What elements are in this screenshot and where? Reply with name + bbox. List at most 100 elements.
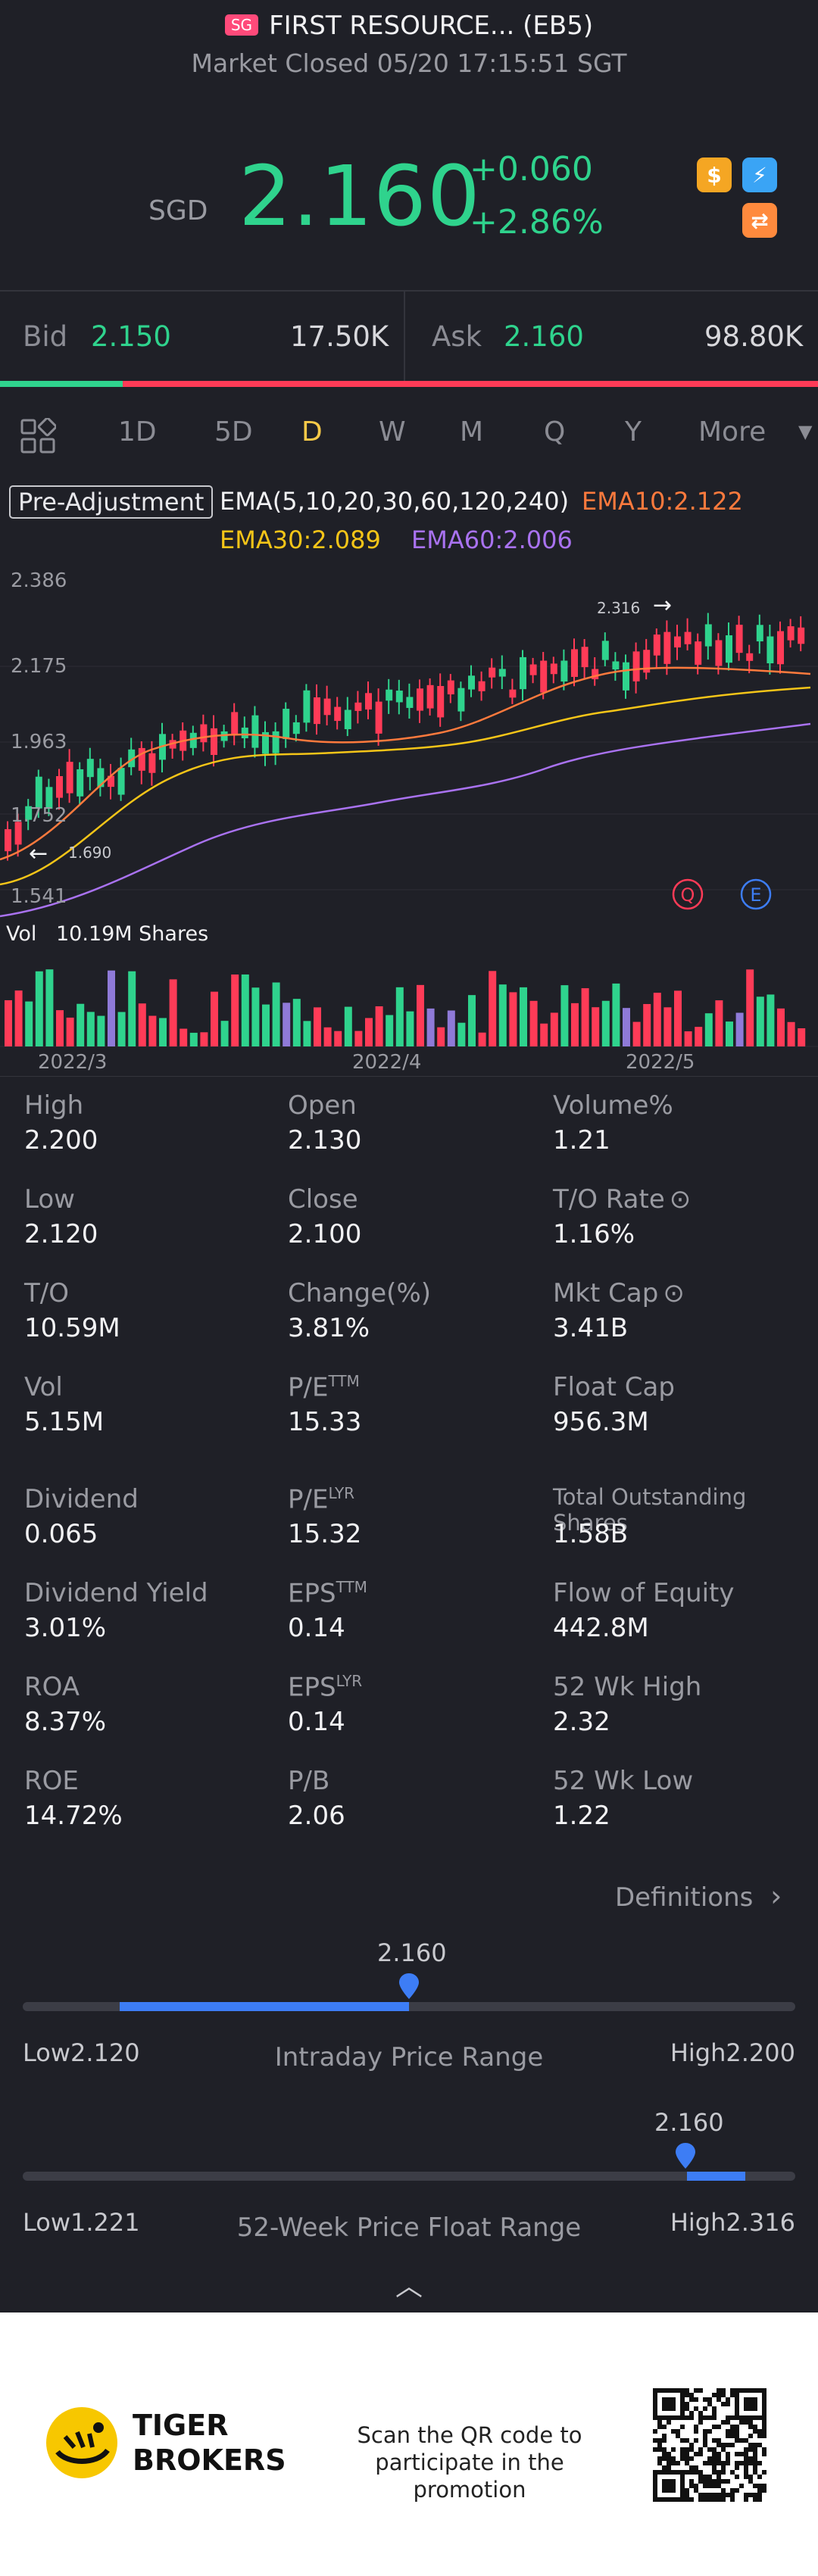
candle-body bbox=[766, 636, 774, 663]
stat-value: 956.3M bbox=[553, 1407, 649, 1437]
volume-bar bbox=[509, 992, 517, 1046]
candle-body bbox=[798, 627, 805, 644]
candle-body bbox=[395, 691, 403, 703]
info-icon[interactable]: ⊙ bbox=[669, 1184, 692, 1215]
volume-bar bbox=[128, 971, 136, 1046]
stat-label: T/O bbox=[24, 1278, 69, 1308]
stat-value: 442.8M bbox=[553, 1613, 649, 1643]
volume-bar bbox=[478, 1032, 486, 1046]
svg-text:E: E bbox=[750, 884, 761, 906]
candle-body bbox=[540, 660, 548, 693]
volume-bar bbox=[715, 1000, 723, 1046]
volume-bar bbox=[272, 982, 280, 1046]
volume-bar bbox=[45, 969, 54, 1046]
volume-bar bbox=[66, 1017, 74, 1046]
stock-title: SG FIRST RESOURCE... (EB5) bbox=[0, 11, 818, 41]
tab-5d[interactable]: 5D bbox=[214, 416, 253, 448]
volume-bar bbox=[76, 1003, 85, 1046]
candle-body bbox=[262, 731, 269, 754]
volume-bar bbox=[674, 990, 682, 1046]
candle-body bbox=[117, 768, 125, 795]
volume-bar bbox=[426, 1008, 435, 1046]
volume-bar bbox=[447, 1010, 455, 1046]
price-change-percent: +2.86% bbox=[470, 203, 604, 242]
volume-label: Vol bbox=[6, 922, 36, 946]
stat-label: Volume% bbox=[553, 1090, 673, 1121]
chart-layout-icon[interactable] bbox=[20, 418, 56, 454]
definitions-link[interactable]: Definitions › bbox=[615, 1879, 782, 1913]
stat-label: High bbox=[24, 1090, 84, 1121]
tab-d[interactable]: D bbox=[301, 416, 323, 448]
candle-body bbox=[200, 724, 208, 743]
candle-body bbox=[520, 656, 526, 690]
volume-bar bbox=[292, 999, 301, 1046]
stat-label: P/ELYR bbox=[288, 1484, 355, 1515]
x-tick-label: 2022/3 bbox=[38, 1051, 107, 1074]
divider bbox=[0, 1076, 818, 1077]
week52-range-title: 52-Week Price Float Range bbox=[236, 2213, 582, 2243]
bid-ask-bar: Bid 2.150 17.50K Ask 2.160 98.80K bbox=[0, 292, 818, 382]
qr-code-icon[interactable] bbox=[653, 2388, 766, 2502]
exchange-badge: SG bbox=[224, 14, 259, 36]
volume-bar bbox=[375, 1006, 383, 1046]
tab-y[interactable]: Y bbox=[625, 416, 642, 448]
ask-price: 2.160 bbox=[504, 320, 584, 353]
volume-bar bbox=[303, 1021, 311, 1046]
volume-bar bbox=[704, 1013, 713, 1046]
candle-body bbox=[468, 675, 475, 690]
candle-body bbox=[386, 689, 393, 701]
volume-bar bbox=[581, 988, 589, 1046]
volume-bar bbox=[623, 1008, 630, 1046]
candle-body bbox=[509, 689, 517, 698]
tab-m[interactable]: M bbox=[460, 416, 484, 448]
volume-bar bbox=[498, 984, 507, 1046]
tab-w[interactable]: W bbox=[379, 416, 406, 448]
candle-body bbox=[756, 625, 763, 642]
stat-label: EPSLYR bbox=[288, 1672, 363, 1703]
volume-bar bbox=[231, 974, 239, 1046]
candle-body bbox=[498, 669, 506, 677]
candle-body bbox=[571, 649, 578, 677]
y-tick-label: 2.175 bbox=[11, 655, 67, 678]
tab-1d[interactable]: 1D bbox=[118, 416, 157, 448]
chevron-down-icon[interactable]: ▼ bbox=[798, 421, 813, 442]
ask-label: Ask bbox=[432, 320, 482, 353]
tab-q[interactable]: Q bbox=[544, 416, 566, 448]
stat-label: P/B bbox=[288, 1766, 330, 1796]
volume-bar bbox=[766, 994, 775, 1046]
stat-label: 52 Wk Low bbox=[553, 1766, 694, 1796]
stat-label: Flow of Equity bbox=[553, 1578, 735, 1608]
volume-bar bbox=[200, 1032, 208, 1046]
volume-bar bbox=[417, 984, 424, 1046]
volume-bar bbox=[529, 1000, 538, 1046]
candle-body bbox=[303, 690, 311, 723]
dollar-icon[interactable]: $ bbox=[697, 157, 732, 192]
volume-bar bbox=[138, 1003, 146, 1046]
stat-label: P/ETTM bbox=[288, 1372, 360, 1403]
stat-value: 1.22 bbox=[553, 1801, 610, 1831]
market-status: Market Closed 05/20 17:15:51 SGT bbox=[191, 48, 627, 78]
chevron-up-icon[interactable]: ︿ bbox=[395, 2271, 423, 2302]
candle-body bbox=[97, 768, 105, 787]
candle-body bbox=[334, 706, 342, 722]
candle-body bbox=[704, 624, 712, 647]
stat-value: 3.41B bbox=[553, 1313, 629, 1343]
candlestick-chart[interactable]: 2.386 2.175 1.963 1.752 1.541 2.316 → ← … bbox=[0, 560, 818, 1075]
tiger-logo-icon bbox=[46, 2407, 117, 2478]
ema-indicator-label[interactable]: EMA(5,10,20,30,60,120,240) bbox=[220, 487, 570, 516]
candle-body bbox=[365, 693, 372, 710]
candle-body bbox=[138, 747, 145, 771]
flash-icon[interactable]: ⚡ bbox=[742, 157, 777, 192]
week52-low: Low1.221 bbox=[23, 2208, 140, 2237]
ema30-value: EMA30:2.089 bbox=[220, 525, 381, 554]
info-icon[interactable]: ⊙ bbox=[663, 1278, 685, 1308]
candle-body bbox=[653, 634, 660, 656]
tab-more[interactable]: More bbox=[698, 416, 766, 448]
candle-body bbox=[684, 632, 692, 644]
candle-body bbox=[283, 709, 290, 740]
pre-adjustment-toggle[interactable]: Pre-Adjustment bbox=[9, 485, 214, 519]
last-price: 2.160 bbox=[239, 148, 481, 245]
candle-body bbox=[45, 787, 53, 809]
volume-bar bbox=[746, 969, 754, 1046]
swap-icon[interactable]: ⇄ bbox=[742, 203, 777, 238]
